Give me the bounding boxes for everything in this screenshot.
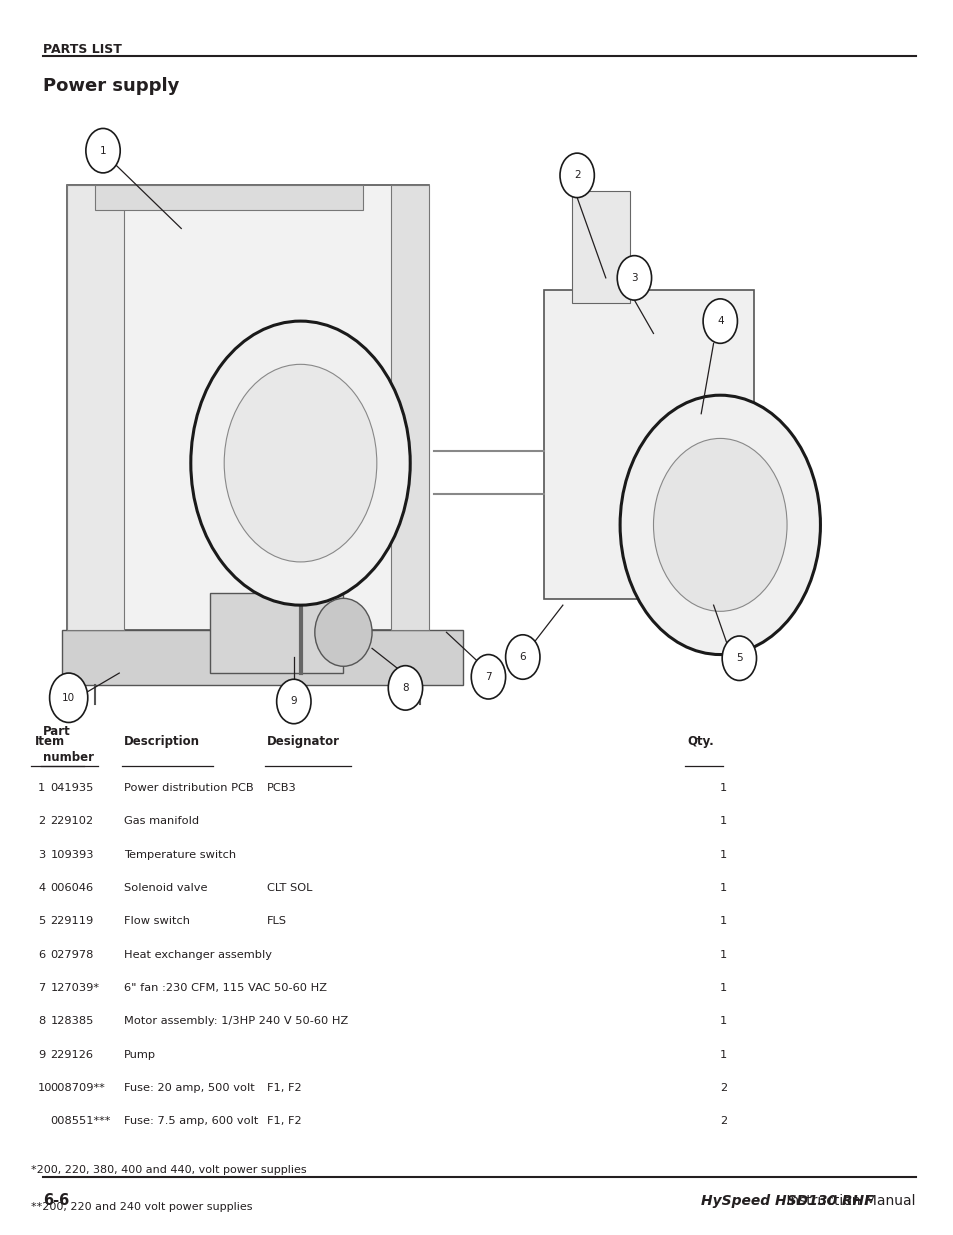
Text: *200, 220, 380, 400 and 440, volt power supplies: *200, 220, 380, 400 and 440, volt power … bbox=[31, 1165, 307, 1174]
Text: 3: 3 bbox=[631, 273, 637, 283]
Circle shape bbox=[50, 673, 88, 722]
Text: 1: 1 bbox=[719, 1050, 726, 1060]
Text: Designator: Designator bbox=[267, 735, 340, 748]
FancyBboxPatch shape bbox=[95, 185, 362, 210]
Text: 1: 1 bbox=[719, 883, 726, 893]
Circle shape bbox=[559, 153, 594, 198]
Text: 1: 1 bbox=[719, 916, 726, 926]
Text: 1: 1 bbox=[719, 816, 726, 826]
FancyBboxPatch shape bbox=[391, 185, 429, 630]
Circle shape bbox=[617, 256, 651, 300]
Text: 1: 1 bbox=[38, 783, 46, 793]
Circle shape bbox=[388, 666, 422, 710]
Text: F1, F2: F1, F2 bbox=[267, 1116, 301, 1126]
Text: 6: 6 bbox=[519, 652, 525, 662]
FancyBboxPatch shape bbox=[572, 191, 629, 303]
Text: PCB3: PCB3 bbox=[267, 783, 296, 793]
Text: 4: 4 bbox=[717, 316, 722, 326]
Circle shape bbox=[471, 655, 505, 699]
Text: CLT SOL: CLT SOL bbox=[267, 883, 313, 893]
Text: Fuse: 7.5 amp, 600 volt: Fuse: 7.5 amp, 600 volt bbox=[124, 1116, 258, 1126]
Text: 229126: 229126 bbox=[51, 1050, 93, 1060]
Text: 229119: 229119 bbox=[51, 916, 93, 926]
Text: 128385: 128385 bbox=[51, 1016, 93, 1026]
Text: 7: 7 bbox=[485, 672, 491, 682]
Text: 7: 7 bbox=[38, 983, 46, 993]
Text: Motor assembly: 1/3HP 240 V 50-60 HZ: Motor assembly: 1/3HP 240 V 50-60 HZ bbox=[124, 1016, 348, 1026]
Circle shape bbox=[702, 299, 737, 343]
FancyBboxPatch shape bbox=[210, 593, 343, 673]
FancyBboxPatch shape bbox=[62, 630, 462, 685]
Text: 1: 1 bbox=[719, 1016, 726, 1026]
Circle shape bbox=[276, 679, 311, 724]
Text: 4: 4 bbox=[38, 883, 45, 893]
Circle shape bbox=[86, 128, 120, 173]
Text: 1: 1 bbox=[719, 950, 726, 960]
Text: FLS: FLS bbox=[267, 916, 287, 926]
Circle shape bbox=[721, 636, 756, 680]
Text: Part: Part bbox=[43, 725, 71, 739]
Text: 9: 9 bbox=[291, 697, 296, 706]
Text: Solenoid valve: Solenoid valve bbox=[124, 883, 208, 893]
FancyBboxPatch shape bbox=[67, 185, 429, 630]
Text: 1: 1 bbox=[719, 783, 726, 793]
Text: Qty.: Qty. bbox=[686, 735, 713, 748]
Text: Flow switch: Flow switch bbox=[124, 916, 190, 926]
Circle shape bbox=[505, 635, 539, 679]
Circle shape bbox=[224, 364, 376, 562]
Text: 1: 1 bbox=[100, 146, 106, 156]
Text: 006046: 006046 bbox=[51, 883, 93, 893]
Text: Instruction Manual: Instruction Manual bbox=[781, 1194, 915, 1208]
Text: **200, 220 and 240 volt power supplies: **200, 220 and 240 volt power supplies bbox=[31, 1202, 253, 1212]
Text: Temperature switch: Temperature switch bbox=[124, 850, 236, 860]
Text: number: number bbox=[43, 751, 93, 764]
Text: 041935: 041935 bbox=[51, 783, 93, 793]
Ellipse shape bbox=[314, 599, 372, 667]
Text: 027978: 027978 bbox=[51, 950, 93, 960]
Text: Power supply: Power supply bbox=[43, 77, 179, 95]
Text: 5: 5 bbox=[736, 653, 741, 663]
Text: Item: Item bbox=[35, 735, 66, 748]
FancyBboxPatch shape bbox=[67, 185, 124, 630]
Text: 8: 8 bbox=[38, 1016, 46, 1026]
Text: 008551***: 008551*** bbox=[51, 1116, 111, 1126]
Text: 8: 8 bbox=[402, 683, 408, 693]
Text: 10: 10 bbox=[62, 693, 75, 703]
Text: 3: 3 bbox=[38, 850, 46, 860]
Text: PARTS LIST: PARTS LIST bbox=[43, 43, 122, 57]
Text: Heat exchanger assembly: Heat exchanger assembly bbox=[124, 950, 272, 960]
Circle shape bbox=[619, 395, 820, 655]
Text: 2: 2 bbox=[720, 1116, 726, 1126]
Text: 2: 2 bbox=[38, 816, 45, 826]
Text: 2: 2 bbox=[720, 1083, 726, 1093]
Text: 1: 1 bbox=[719, 850, 726, 860]
Text: 6" fan :230 CFM, 115 VAC 50-60 HZ: 6" fan :230 CFM, 115 VAC 50-60 HZ bbox=[124, 983, 327, 993]
Text: Gas manifold: Gas manifold bbox=[124, 816, 199, 826]
Text: 127039*: 127039* bbox=[51, 983, 99, 993]
Text: 9: 9 bbox=[38, 1050, 46, 1060]
Text: F1, F2: F1, F2 bbox=[267, 1083, 301, 1093]
Text: Pump: Pump bbox=[124, 1050, 156, 1060]
Text: 008709**: 008709** bbox=[51, 1083, 105, 1093]
Text: Description: Description bbox=[124, 735, 200, 748]
Text: 229102: 229102 bbox=[51, 816, 93, 826]
Text: 6: 6 bbox=[38, 950, 45, 960]
Text: HySpeed HSD130 RHF: HySpeed HSD130 RHF bbox=[700, 1194, 873, 1208]
Text: Fuse: 20 amp, 500 volt: Fuse: 20 amp, 500 volt bbox=[124, 1083, 254, 1093]
Circle shape bbox=[653, 438, 786, 611]
Text: 2: 2 bbox=[574, 170, 579, 180]
Text: 109393: 109393 bbox=[51, 850, 94, 860]
Text: Power distribution PCB: Power distribution PCB bbox=[124, 783, 253, 793]
Text: 1: 1 bbox=[719, 983, 726, 993]
Text: 5: 5 bbox=[38, 916, 46, 926]
Text: 10: 10 bbox=[38, 1083, 52, 1093]
Text: 6-6: 6-6 bbox=[43, 1193, 70, 1208]
FancyBboxPatch shape bbox=[543, 290, 753, 599]
Circle shape bbox=[191, 321, 410, 605]
